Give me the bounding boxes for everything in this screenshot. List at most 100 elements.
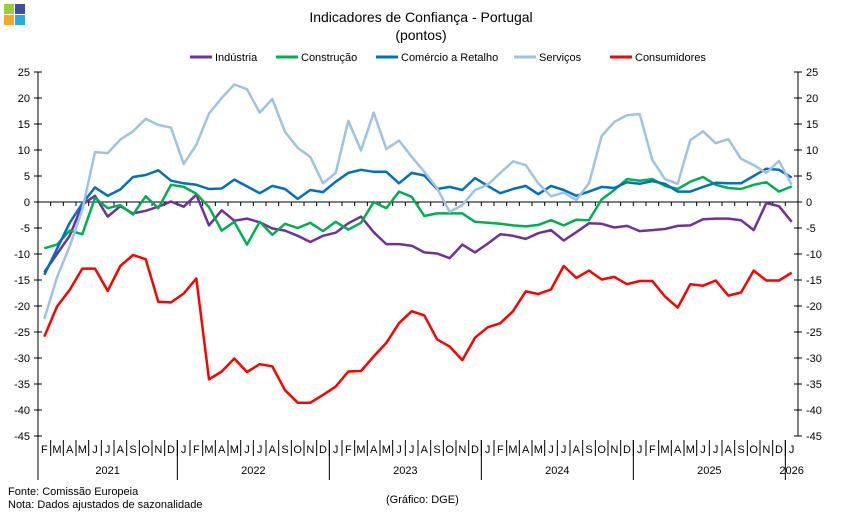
month-label: A	[573, 444, 581, 456]
y-tick-label-left: -40	[14, 405, 30, 417]
legend-label: Serviços	[539, 52, 582, 64]
month-label: A	[421, 444, 429, 456]
axes: 25 25 20 20 15 15 10 10 5 5 0 0 -5 -5 -10 -10 -15 -15 -20 -…	[14, 67, 822, 480]
chart-title: Indicadores de Confiança - Portugal	[309, 9, 532, 25]
month-label: F	[649, 444, 656, 456]
legend-label: Comércio a Retalho	[401, 52, 498, 64]
y-tick-label-right: -15	[806, 275, 822, 287]
month-label: M	[508, 444, 517, 456]
month-label: N	[610, 444, 618, 456]
chart-credit: (Gráfico: DGE)	[386, 494, 459, 506]
month-label: S	[129, 444, 136, 456]
y-tick-label-left: 25	[18, 67, 30, 79]
y-tick-label-left: -30	[14, 353, 30, 365]
month-label: J	[700, 444, 706, 456]
month-label: A	[117, 444, 125, 456]
month-label: M	[660, 444, 669, 456]
series-line-com-rcio-a-retalho	[43, 167, 793, 276]
month-label: M	[230, 444, 239, 456]
y-tick-label-right: -5	[806, 223, 816, 235]
y-tick-label-left: -25	[14, 327, 30, 339]
y-tick-label-right: -40	[806, 405, 822, 417]
series-line-constru-o	[43, 175, 793, 250]
month-label: J	[105, 444, 111, 456]
month-label: S	[585, 444, 592, 456]
month-label: A	[370, 444, 378, 456]
year-label: 2025	[697, 465, 721, 477]
month-label: J	[396, 444, 402, 456]
year-label: 2021	[95, 465, 119, 477]
month-label: A	[725, 444, 733, 456]
y-tick-label-right: -25	[806, 327, 822, 339]
y-tick-label-left: -35	[14, 379, 30, 391]
month-label: A	[522, 444, 530, 456]
legend-label: Consumidores	[635, 52, 706, 64]
y-tick-label-left: -45	[14, 431, 30, 443]
month-label: A	[674, 444, 682, 456]
month-label: J	[409, 444, 415, 456]
series-lines	[43, 83, 793, 404]
month-label: J	[789, 444, 795, 456]
y-tick-label-right: -10	[806, 249, 822, 261]
y-tick-label-left: 20	[18, 93, 30, 105]
month-label: D	[623, 444, 631, 456]
month-label: O	[293, 444, 302, 456]
y-tick-label-right: 10	[806, 145, 818, 157]
y-tick-label-right: -45	[806, 431, 822, 443]
month-label: S	[281, 444, 288, 456]
month-label: N	[458, 444, 466, 456]
series-line-servi-os	[43, 83, 793, 320]
y-tick-label-left: 5	[24, 171, 30, 183]
y-tick-label-right: 25	[806, 67, 818, 79]
y-tick-label-right: -35	[806, 379, 822, 391]
series-line-consumidores	[43, 253, 793, 404]
chart-subtitle: (pontos)	[395, 27, 446, 43]
month-label: N	[762, 444, 770, 456]
seasonal-note: Nota: Dados ajustados de sazonalidade	[8, 499, 203, 511]
month-label: M	[382, 444, 391, 456]
y-tick-label-right: 5	[806, 171, 812, 183]
month-label: O	[597, 444, 606, 456]
dge-logo	[4, 4, 25, 25]
month-label: F	[497, 444, 504, 456]
month-label: J	[485, 444, 491, 456]
y-tick-label-left: 0	[24, 197, 30, 209]
y-tick-label-right: -20	[806, 301, 822, 313]
y-tick-label-left: -15	[14, 275, 30, 287]
legend-label: Construção	[301, 52, 357, 64]
month-label: O	[445, 444, 454, 456]
month-label: S	[433, 444, 440, 456]
month-label: J	[181, 444, 187, 456]
month-label: J	[561, 444, 567, 456]
y-tick-label-left: -20	[14, 301, 30, 313]
month-label: M	[204, 444, 213, 456]
y-tick-label-left: -10	[14, 249, 30, 261]
month-label: D	[471, 444, 479, 456]
month-label: D	[167, 444, 175, 456]
year-label: 2024	[545, 465, 569, 477]
y-tick-label-left: -5	[20, 223, 30, 235]
legend-label: Indústria	[215, 52, 258, 64]
month-label: J	[548, 444, 554, 456]
month-label: A	[269, 444, 277, 456]
month-label: J	[92, 444, 98, 456]
month-label: M	[686, 444, 695, 456]
month-label: M	[78, 444, 87, 456]
month-label: J	[257, 444, 263, 456]
y-tick-label-right: 20	[806, 93, 818, 105]
y-tick-label-right: -30	[806, 353, 822, 365]
month-label: A	[218, 444, 226, 456]
year-label: 2026	[779, 465, 803, 477]
month-label: N	[154, 444, 162, 456]
y-tick-label-right: 0	[806, 197, 812, 209]
y-tick-label-left: 15	[18, 119, 30, 131]
year-label: 2022	[241, 465, 265, 477]
y-tick-label-right: 15	[806, 119, 818, 131]
month-label: M	[534, 444, 543, 456]
series-line-ind-stria	[43, 193, 793, 273]
y-tick-label-left: 10	[18, 145, 30, 157]
month-label: S	[737, 444, 744, 456]
month-label: D	[775, 444, 783, 456]
chart-legend: Indústria Construção Comércio a Retalho Ser…	[190, 52, 706, 64]
